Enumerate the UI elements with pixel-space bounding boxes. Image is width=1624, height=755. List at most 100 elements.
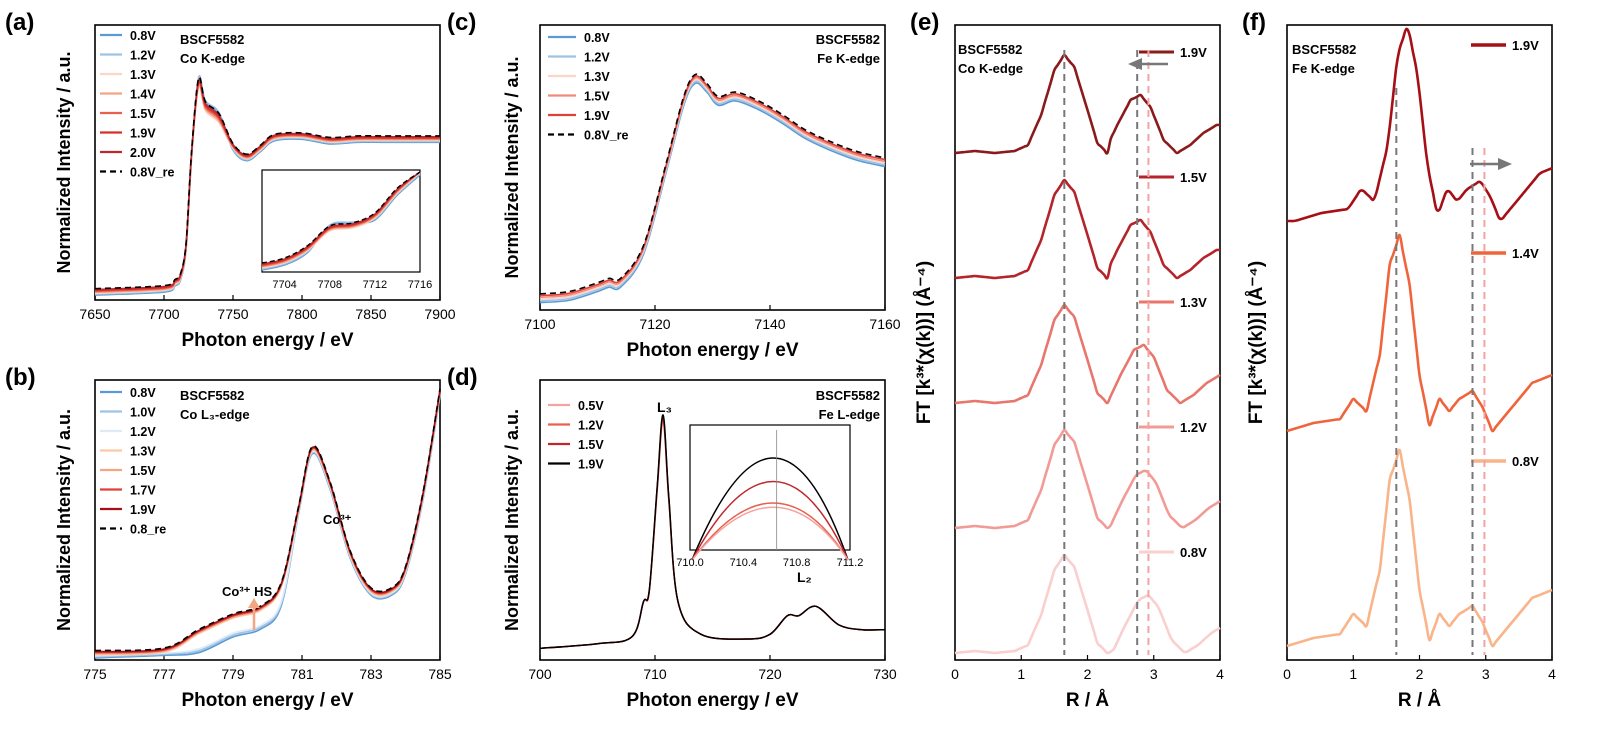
- panel-d-inset-tick-label: 710.8: [783, 557, 811, 569]
- panel-b-arrow-head: [248, 598, 260, 608]
- panel-e-panel-label: (e): [910, 9, 939, 36]
- panel-d-axes: 700 710 720 730 Photon energy / eV Normalized…: [447, 364, 897, 711]
- panel-c-series-line: [539, 73, 886, 295]
- panel-d-inset-tick-label: 711.2: [837, 557, 864, 569]
- panel-e-axes: 0 1 2 3 4 R / Å FT [k³*(χ(k))] (Å⁻⁴) (e) 1.9V 1.5…: [910, 9, 1224, 711]
- panel-a-inset-line: [261, 171, 421, 266]
- panel-c-legend-label: 1.2V: [584, 51, 610, 65]
- panel-a-frame: [94, 24, 441, 301]
- panel-b-annotation: Co³⁺ HS: [222, 584, 273, 599]
- panel-e-legend-label: 1.9V: [1180, 45, 1207, 60]
- panel-e-series-line: [954, 428, 1221, 530]
- panel-b-annotation: BSCF5582: [180, 388, 244, 403]
- panel-b-tick-label: 781: [290, 666, 314, 682]
- panel-c-series-line: [539, 76, 886, 299]
- panel-a-inset-line: [261, 171, 421, 267]
- panel-f-ylabel: FT [k³*(χ(k))] (Å⁻⁴): [1246, 261, 1267, 424]
- panel-a-axes: 7650 7700 7750 7800 7850 7900 Photon energy / …: [5, 9, 456, 351]
- panel-d-legend-label: 1.2V: [578, 419, 604, 433]
- panel-f-tick-label: 2: [1416, 666, 1424, 682]
- panel-d-legend-label: 0.5V: [578, 399, 604, 413]
- panel-c-legend-label: 0.8V: [584, 31, 610, 45]
- panel-d-legend-label: 1.5V: [578, 438, 604, 452]
- panel-b-legend-label: 1.9V: [130, 503, 156, 517]
- panel-e-tick-label: 4: [1216, 666, 1224, 682]
- panel-a-series-line: [94, 76, 440, 290]
- panel-e-tick-label: 3: [1150, 666, 1158, 682]
- panel-a-tick-label: 7800: [286, 306, 317, 322]
- panel-b-xlabel: Photon energy / eV: [181, 690, 353, 711]
- panel-e-tick-label: 1: [1017, 666, 1025, 682]
- panel-c-tick-label: 7140: [754, 316, 785, 332]
- panel-c-tick-label: 7120: [639, 316, 670, 332]
- panel-b-tick-label: 779: [221, 666, 245, 682]
- panel-a-panel-label: (a): [5, 9, 34, 36]
- panel-b-legend-label: 0.8_re: [130, 523, 166, 537]
- panel-e-xlabel: R / Å: [1066, 690, 1110, 711]
- panel-d-xlabel: Photon energy / eV: [626, 690, 798, 711]
- panel-b-panel-label: (b): [5, 364, 36, 391]
- panel-a-tick-label: 7650: [79, 306, 110, 322]
- panel-a-inset-tick-label: 7708: [317, 279, 341, 291]
- panel-c-annotation: BSCF5582: [816, 32, 880, 47]
- panel-a-ylabel: Normalized Intensity / a.u.: [54, 51, 74, 273]
- panel-b-legend-label: 0.8V: [130, 386, 156, 400]
- panel-d-panel-label: (d): [447, 364, 478, 391]
- panel-a-tick-label: 7850: [355, 306, 386, 322]
- panel-d-annotation: BSCF5582: [816, 388, 880, 403]
- panel-c-legend-label: 1.3V: [584, 70, 610, 84]
- panel-c-frame: [539, 24, 886, 311]
- panel-a-inset-tick-label: 7704: [272, 279, 296, 291]
- panel-a-inset-frame: [261, 169, 421, 273]
- panel-c-series-line: [539, 82, 886, 304]
- panel-e-legend-label: 0.8V: [1180, 545, 1207, 560]
- panel-d-annotation: L₂: [797, 569, 812, 585]
- panel-e-tick-label: 0: [951, 666, 959, 682]
- panel-a-legend-label: 0.8V_re: [130, 166, 175, 180]
- panel-b-legend-label: 1.0V: [130, 406, 156, 420]
- panel-a-annotation: BSCF5582: [180, 32, 244, 47]
- panel-f-legend-label: 1.9V: [1512, 38, 1539, 53]
- panel-a-legend-label: 0.8V: [130, 29, 156, 43]
- panel-a-tick-label: 7750: [217, 306, 248, 322]
- panel-e-legend-label: 1.5V: [1180, 170, 1207, 185]
- panel-b-ylabel: Normalized Intensity / a.u.: [54, 409, 74, 631]
- panel-c-legend-label: 1.5V: [584, 90, 610, 104]
- panel-c-legend-label: 0.8V_re: [584, 129, 629, 143]
- panel-f-legend-label: 1.4V: [1512, 246, 1539, 261]
- panel-b-series-line: [94, 388, 441, 652]
- panel-f-frame: [1286, 24, 1553, 661]
- panel-f-panel-label: (f): [1242, 9, 1266, 36]
- panel-d-inset-line: [691, 506, 849, 561]
- panel-c-series-line: [539, 80, 886, 302]
- panel-d-series-line: [539, 414, 886, 650]
- panel-d-tick-label: 720: [758, 666, 782, 682]
- panel-e-series-line: [954, 178, 1221, 280]
- panel-f-series-line: [1286, 448, 1553, 648]
- panel-b-annotation: Co L₃-edge: [180, 407, 250, 422]
- panel-c-tick-label: 7100: [524, 316, 555, 332]
- panel-f-tick-label: 4: [1548, 666, 1556, 682]
- panel-c-panel-label: (c): [447, 9, 476, 36]
- panel-b-tick-label: 783: [359, 666, 383, 682]
- panel-a-legend-label: 2.0V: [130, 146, 156, 160]
- panel-f-legend-label: 0.8V: [1512, 454, 1539, 469]
- panel-b-legend-label: 1.2V: [130, 425, 156, 439]
- panel-b-axes: 775 777 779 781 783 785 Photon energy / eV Norm…: [5, 364, 452, 711]
- panel-b-legend-label: 1.7V: [130, 484, 156, 498]
- panel-a-legend-label: 1.9V: [130, 127, 156, 141]
- panel-d-annotation: L₃: [657, 399, 672, 415]
- panel-a-inset-line: [261, 173, 421, 270]
- panel-d-inset-tick-label: 710.0: [676, 557, 704, 569]
- panel-e-series-line: [954, 303, 1221, 405]
- panel-b-annotation: Co³⁺: [323, 512, 352, 527]
- panel-c-series-line: [539, 78, 886, 300]
- panel-d-legend-label: 1.9V: [578, 458, 604, 472]
- panel-a-inset-line: [261, 171, 421, 264]
- panel-d-annotation: Fe L-edge: [819, 407, 880, 422]
- panel-b-tick-label: 785: [428, 666, 452, 682]
- panel-e-legend-label: 1.3V: [1180, 295, 1207, 310]
- panel-e-series-line: [954, 553, 1221, 655]
- panel-b-tick-label: 777: [152, 666, 176, 682]
